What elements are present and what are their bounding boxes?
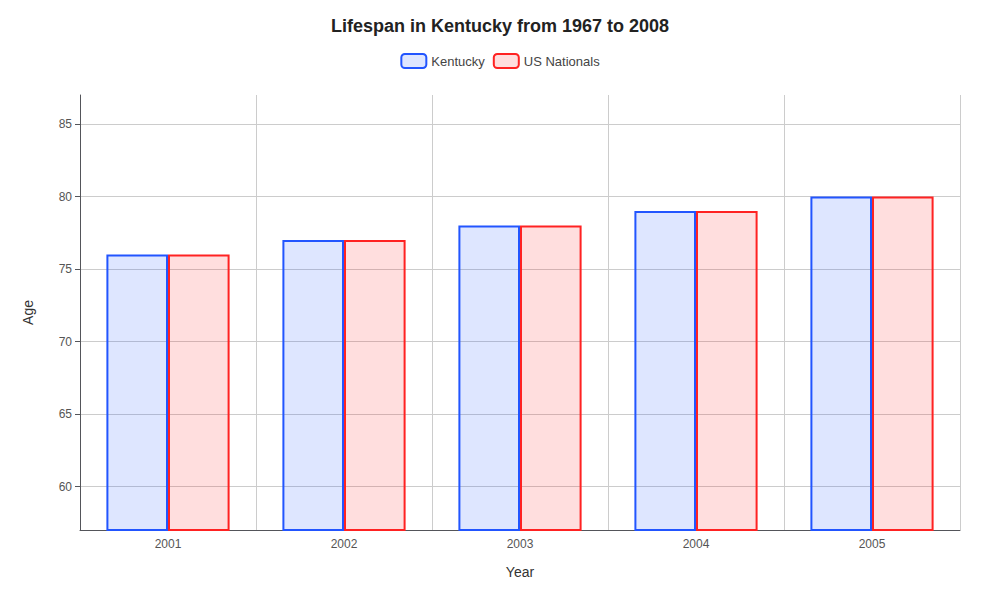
svg-text:75: 75 bbox=[59, 262, 73, 276]
svg-text:Kentucky: Kentucky bbox=[431, 54, 485, 69]
svg-text:80: 80 bbox=[59, 190, 73, 204]
svg-text:2001: 2001 bbox=[155, 537, 182, 551]
svg-text:85: 85 bbox=[59, 117, 73, 131]
svg-text:2005: 2005 bbox=[859, 537, 886, 551]
svg-text:Lifespan in Kentucky from 1967: Lifespan in Kentucky from 1967 to 2008 bbox=[331, 16, 669, 36]
svg-text:US Nationals: US Nationals bbox=[524, 54, 600, 69]
svg-text:Year: Year bbox=[506, 564, 535, 580]
svg-text:Age: Age bbox=[20, 300, 36, 325]
svg-text:2002: 2002 bbox=[331, 537, 358, 551]
svg-text:2004: 2004 bbox=[683, 537, 710, 551]
svg-text:2003: 2003 bbox=[507, 537, 534, 551]
svg-text:70: 70 bbox=[59, 335, 73, 349]
svg-text:60: 60 bbox=[59, 480, 73, 494]
svg-text:65: 65 bbox=[59, 407, 73, 421]
